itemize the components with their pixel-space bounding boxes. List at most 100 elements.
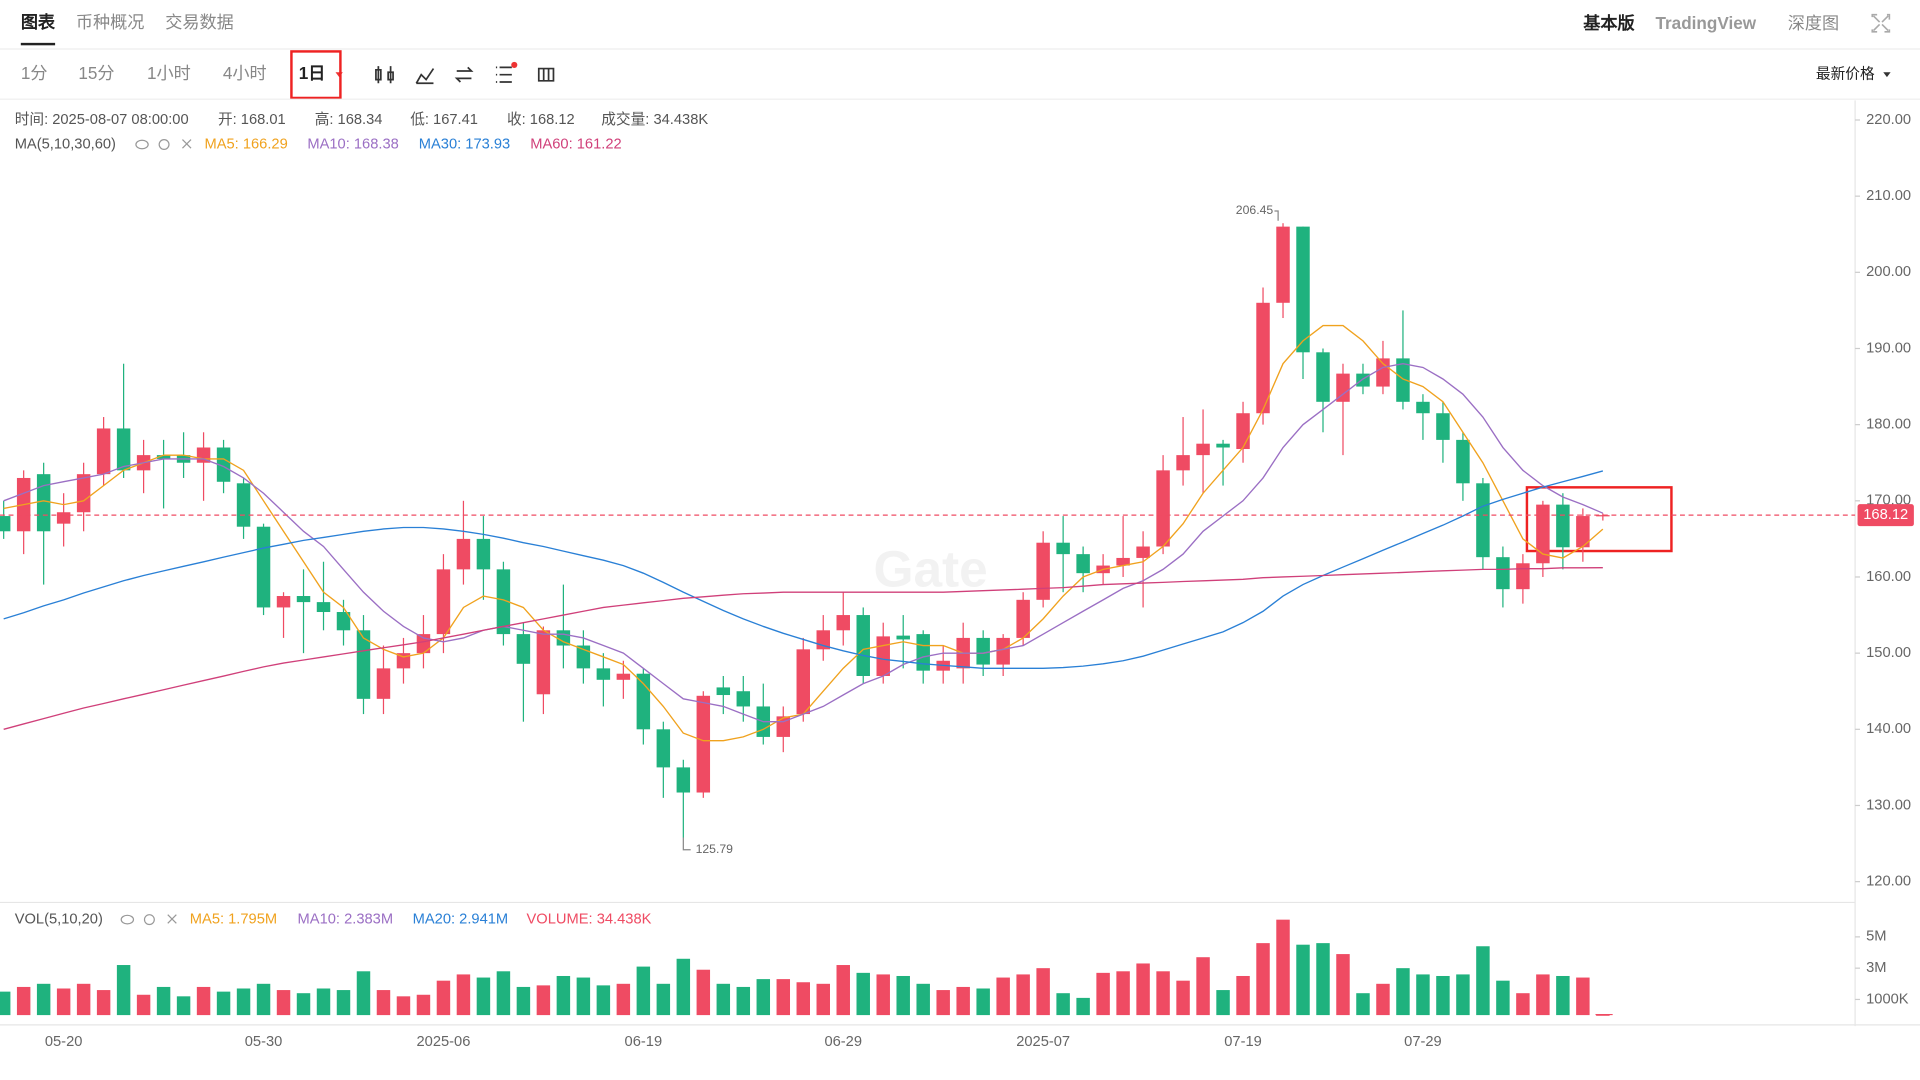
tab[interactable]: 币种概况 (76, 12, 145, 32)
candle-body (1456, 439, 1470, 484)
candle-body (1236, 413, 1250, 450)
volume-bar (136, 994, 151, 1016)
volume-bar (1496, 980, 1510, 1016)
tab[interactable]: 图表 (21, 12, 56, 32)
volume-bar (476, 977, 491, 1016)
interval[interactable]: 15分 (78, 63, 114, 83)
high-label: 206.45 (1236, 203, 1274, 217)
candle-body (376, 668, 391, 699)
volume-bar (1296, 944, 1310, 1016)
high-arrow (1274, 210, 1279, 221)
candle-body (1496, 557, 1510, 590)
y-tick-label: 180.00 (1866, 417, 1911, 433)
candle-body (336, 612, 351, 631)
volume-bar (556, 975, 571, 1016)
y-tick-label: 130.00 (1866, 797, 1911, 813)
mode[interactable]: 基本版 (1583, 13, 1635, 33)
candle-body (36, 474, 51, 532)
legend-icons[interactable] (120, 138, 192, 926)
price-type[interactable]: 最新价格 (1816, 66, 1875, 83)
volume-bar (36, 983, 51, 1016)
volume-bar (376, 990, 391, 1016)
candle-body (156, 455, 171, 459)
y-tick-label: 160.00 (1866, 569, 1911, 585)
ma-line (3, 567, 1603, 730)
candle-body (596, 668, 611, 680)
volume-bar (1156, 971, 1170, 1016)
watermark: Gate (873, 540, 987, 598)
volume-bar (896, 975, 910, 1016)
y-tick-label: 120.00 (1866, 874, 1911, 890)
interval[interactable]: 1小时 (147, 63, 191, 83)
vol-tick-label: 5M (1866, 929, 1886, 945)
volume-bar (716, 983, 731, 1016)
candle-body (1216, 443, 1230, 448)
volume-bar (1176, 980, 1190, 1016)
last-price-tag (1857, 504, 1914, 527)
candle-body (616, 673, 631, 680)
candle-body (216, 447, 231, 482)
interval[interactable]: 4小时 (223, 63, 267, 83)
volume-bar (616, 983, 631, 1016)
volume-bar (416, 994, 431, 1016)
legend-entry: MA5: 1.795M (190, 911, 277, 927)
tab[interactable]: 交易数据 (165, 12, 234, 32)
candle-body (1556, 504, 1570, 548)
candle-body (696, 695, 711, 793)
dropdown-arrow (1883, 72, 1891, 78)
volume-bar (1316, 943, 1330, 1016)
candle-body (1516, 563, 1530, 590)
mode[interactable]: 深度图 (1788, 13, 1839, 33)
candle-body (1036, 542, 1050, 600)
candle-body (1436, 413, 1450, 440)
candle-body (636, 673, 651, 730)
candle-body (1316, 352, 1330, 402)
volume-bar (1116, 971, 1130, 1016)
toolbar-icons[interactable] (375, 66, 555, 85)
volume-bar (876, 974, 890, 1016)
volume-bar (1136, 963, 1150, 1016)
x-tick-label: 2025-07 (1016, 1034, 1070, 1050)
interval[interactable]: 1日 (299, 63, 326, 83)
last-price-label: 168.12 (1863, 507, 1908, 523)
volume-bar (856, 972, 870, 1016)
volume-bar (1396, 968, 1410, 1016)
volume-bar (596, 985, 611, 1016)
volume-bar (1436, 975, 1450, 1016)
y-tick-label: 150.00 (1866, 645, 1911, 661)
volume-bar (1056, 993, 1070, 1016)
volume-bar (396, 996, 411, 1016)
volume-bar (336, 990, 351, 1016)
candle-body (1156, 470, 1170, 547)
interval[interactable]: 1分 (21, 63, 48, 83)
highlight-box (290, 50, 342, 100)
volume-bar (696, 969, 711, 1016)
candle-body (1276, 226, 1290, 303)
volume-bar (1476, 946, 1490, 1016)
fullscreen-icon[interactable] (1871, 13, 1891, 33)
mode[interactable]: TradingView (1656, 13, 1757, 33)
volume-bar (116, 965, 131, 1016)
volume-bar (776, 979, 791, 1016)
volume-bar (736, 986, 751, 1016)
candle-body (256, 526, 271, 608)
ohlc-info: 低: 167.41 (410, 111, 478, 128)
volume-bar (1256, 943, 1270, 1016)
candle-body (656, 729, 671, 768)
volume-bar (0, 991, 11, 1016)
x-tick-label: 05-30 (245, 1034, 283, 1050)
volume-bar (1536, 974, 1550, 1016)
y-tick-label: 220.00 (1866, 112, 1911, 128)
volume-bar (916, 983, 930, 1016)
ohlc-info: 时间: 2025-08-07 08:00:00 (15, 111, 189, 128)
volume-bar (276, 990, 291, 1016)
volume-bar (956, 986, 970, 1016)
volume-bar (576, 977, 591, 1016)
legend-entry: MA10: 2.383M (298, 911, 394, 927)
volume-bar (1556, 975, 1570, 1016)
ohlc-info: 高: 168.34 (315, 111, 383, 128)
legend-entry: VOLUME: 34.438K (527, 911, 652, 927)
volume-bar (996, 977, 1010, 1016)
